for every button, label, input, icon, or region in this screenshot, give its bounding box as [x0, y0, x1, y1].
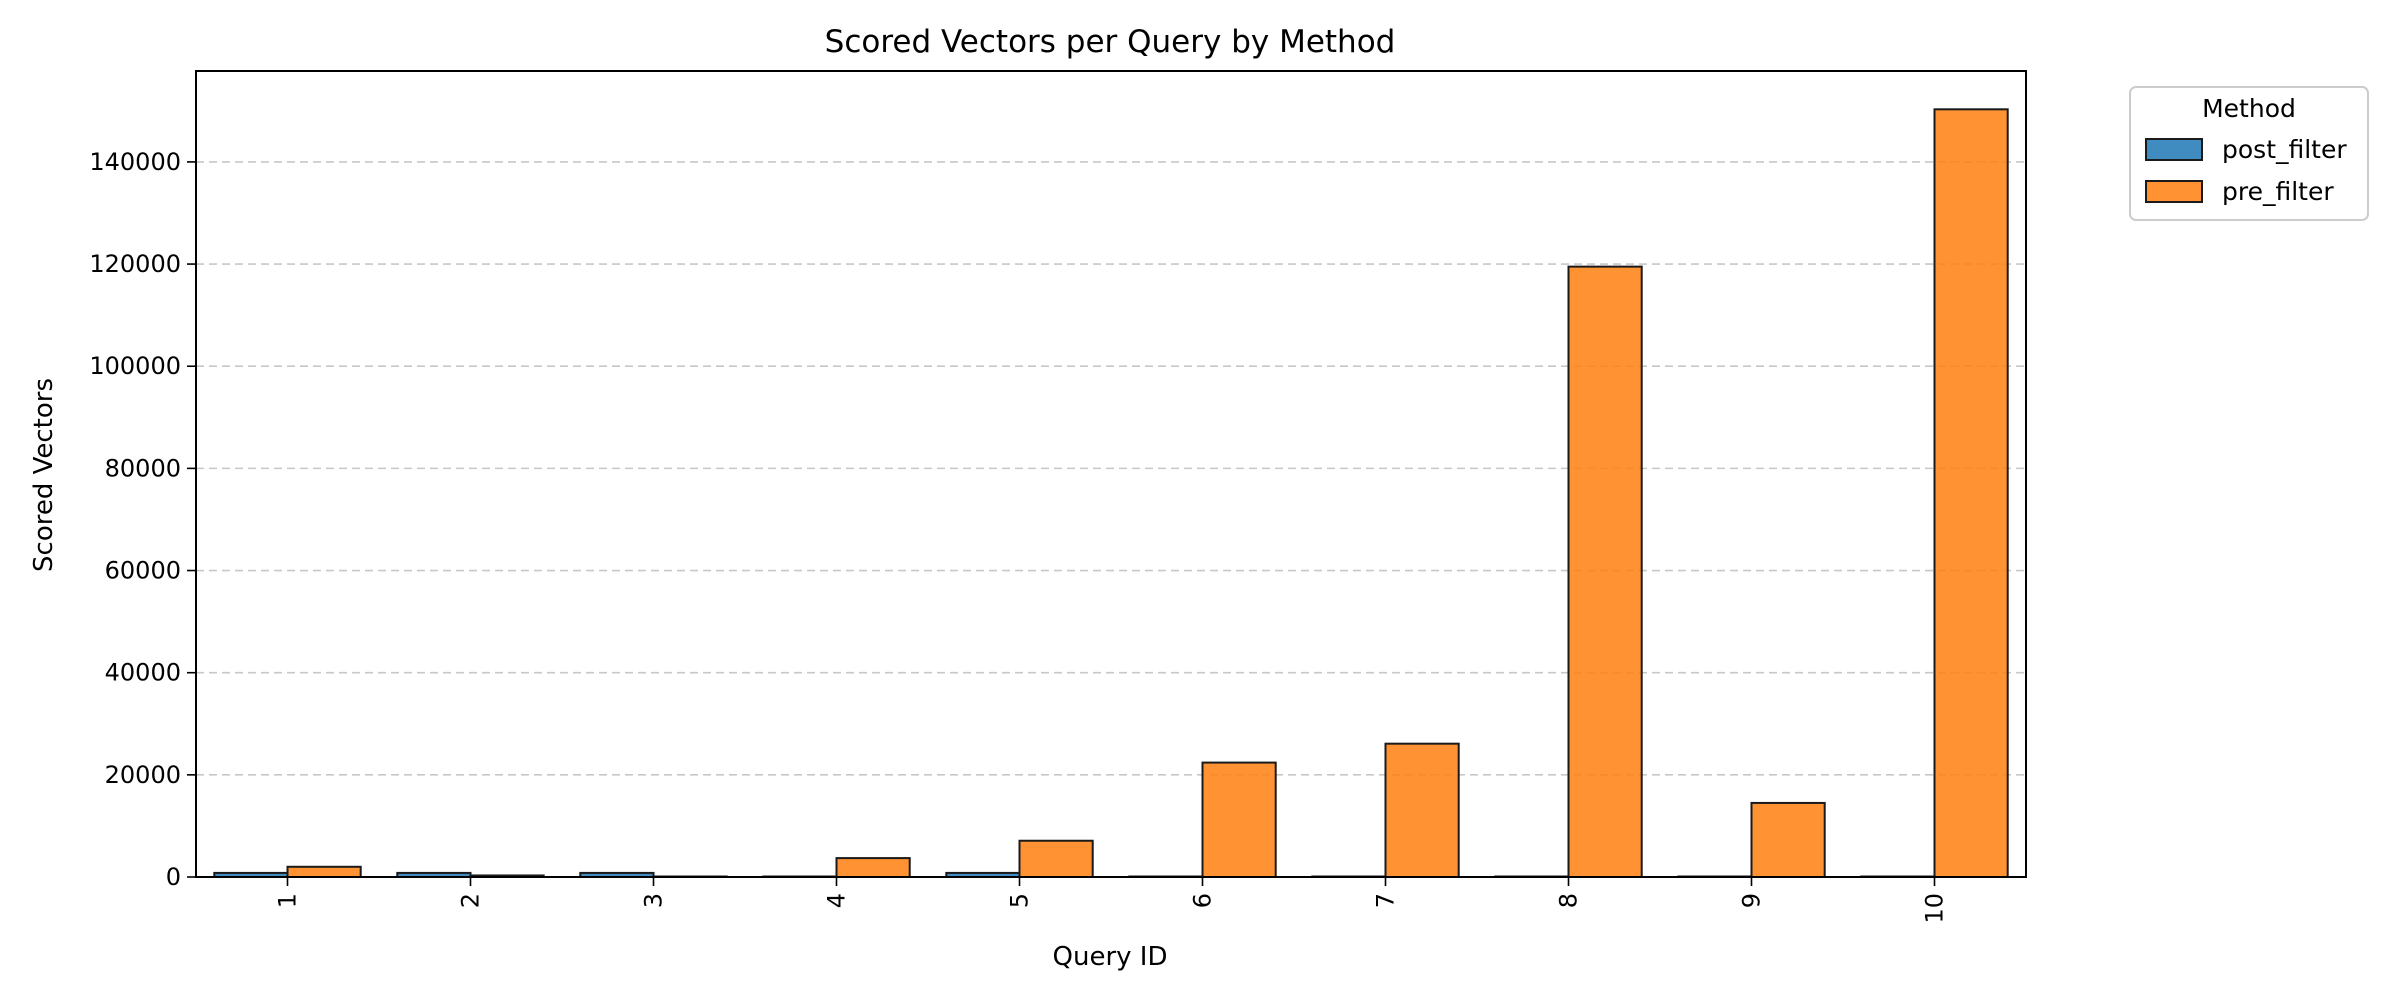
legend-entries: post_filter pre_filter: [2145, 135, 2347, 206]
bar-pre_filter-1: [286, 865, 362, 879]
y-axis: 0 20000 40000 60000 80000 100000 120000 140000: [89, 148, 196, 891]
bar-pre_filter-8: [1567, 265, 1643, 878]
bar-pre_filter-5: [1018, 839, 1094, 878]
bar-pre_filter-10: [1933, 108, 2009, 878]
y-tick-label: 0: [166, 863, 181, 891]
bars: [213, 108, 2009, 879]
legend-label-pre_filter: pre_filter: [2222, 177, 2334, 206]
x-tick-label: 1: [274, 893, 302, 908]
x-axis: 1 2 3 4 5 6 7 8 9 10: [274, 877, 1949, 924]
x-tick-label: 10: [1921, 893, 1949, 924]
legend-label-post_filter: post_filter: [2222, 135, 2347, 164]
x-tick-label: 5: [1006, 893, 1034, 908]
grid-lines: [196, 161, 2026, 776]
x-axis-title: Query ID: [1053, 942, 1168, 972]
y-tick-label: 100000: [89, 352, 181, 380]
bar-pre_filter-6: [1201, 761, 1277, 878]
y-tick-label: 80000: [105, 454, 181, 482]
y-tick-label: 20000: [105, 761, 181, 789]
bar-pre_filter-9: [1750, 801, 1826, 878]
y-axis-title: Scored Vectors: [29, 378, 59, 572]
legend-swatch-pre_filter: [2145, 180, 2203, 203]
legend-title: Method: [2202, 94, 2296, 123]
x-tick-label: 4: [823, 893, 851, 908]
plot-frame: [195, 70, 2027, 878]
chart-title: Scored Vectors per Query by Method: [825, 24, 1396, 60]
y-tick-label: 120000: [89, 250, 181, 278]
x-tick-label: 7: [1372, 893, 1400, 908]
y-tick-label: 40000: [105, 659, 181, 687]
x-tick-label: 2: [457, 893, 485, 908]
y-tick-label: 140000: [89, 148, 181, 176]
x-tick-label: 9: [1738, 893, 1766, 908]
y-tick-label: 60000: [105, 557, 181, 585]
x-tick-label: 3: [640, 893, 668, 908]
x-tick-label: 8: [1555, 893, 1583, 908]
legend: Method post_filter pre_filter: [2129, 86, 2369, 221]
legend-swatch-post_filter: [2145, 138, 2203, 161]
bar-pre_filter-4: [835, 857, 911, 878]
bar-pre_filter-7: [1384, 742, 1460, 879]
x-tick-label: 6: [1189, 893, 1217, 908]
